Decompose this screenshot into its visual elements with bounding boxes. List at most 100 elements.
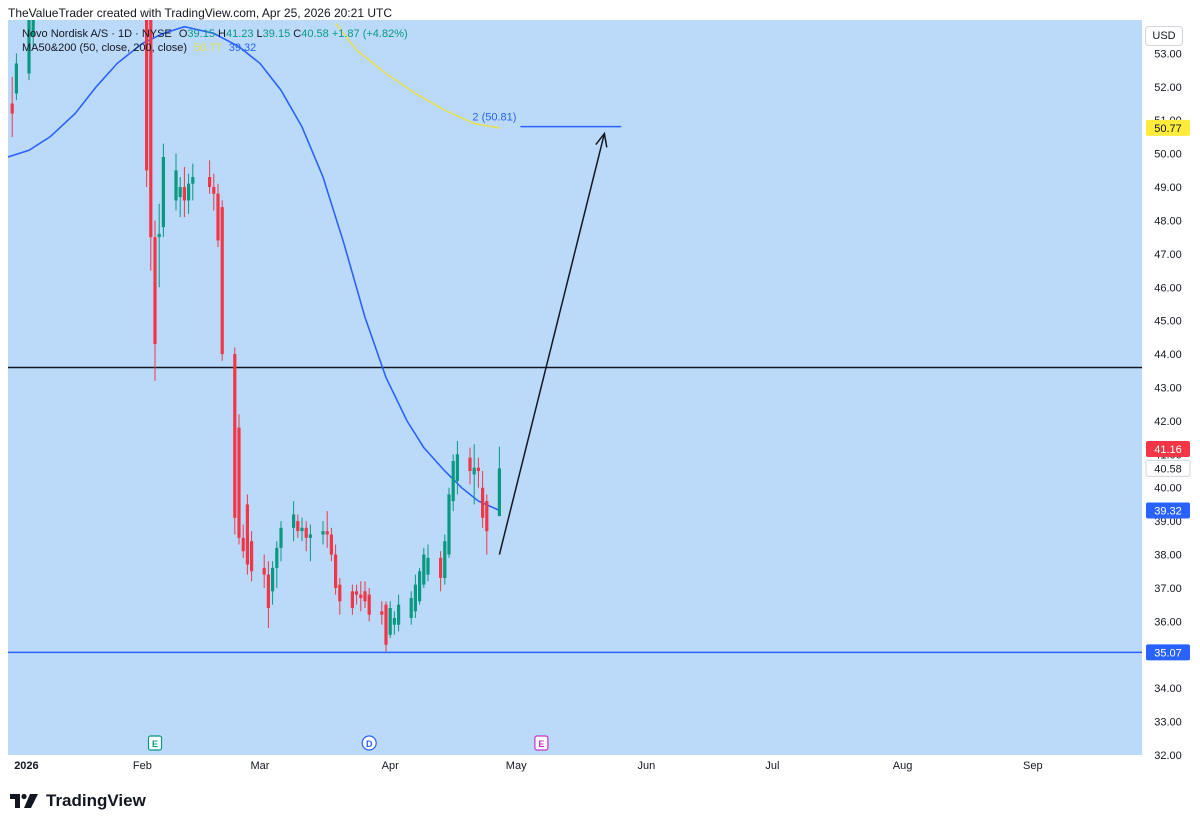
x-tick-label: Feb [133, 760, 152, 772]
candle-body [325, 531, 329, 535]
price-badge-box [1146, 440, 1190, 457]
y-tick-label: 47.00 [1154, 249, 1182, 261]
earnings-icon [534, 735, 549, 751]
price-chart[interactable]: 2 (50.81)EDE32.0033.0034.0035.0036.0037.… [8, 20, 1192, 780]
candle [497, 446, 501, 517]
candle [149, 20, 153, 271]
price-badge: 40.58 [1145, 459, 1191, 477]
candle-body [220, 207, 224, 355]
plot-area: 2 (50.81) E D E [8, 20, 1142, 751]
candle [245, 494, 249, 575]
legend-high: 41.23 [225, 28, 254, 40]
candle-body [481, 487, 485, 518]
footer-logo: TradingView [10, 790, 146, 812]
candle [304, 521, 308, 552]
candle [153, 220, 157, 381]
candle-body [233, 354, 237, 518]
legend-ohlc: Novo Nordisk A/S · 1D · NYSE O39.15 H41.… [22, 28, 408, 40]
candle [14, 53, 18, 101]
candle-body [363, 591, 367, 602]
candle [422, 547, 426, 588]
y-tick-label: 34.00 [1154, 683, 1182, 695]
x-tick-label: 2026 [14, 760, 38, 772]
x-tick-label: Aug [893, 760, 913, 772]
candle-body [241, 537, 245, 552]
price-badge-label: 50.77 [1154, 123, 1182, 135]
price-badge: 41.16 [1146, 440, 1190, 457]
candle [443, 534, 447, 585]
x-tick-label: Jun [638, 760, 656, 772]
price-badge-box [1146, 119, 1190, 136]
x-tick-label: Mar [251, 760, 270, 772]
y-tick-label: 45.00 [1154, 316, 1182, 328]
tradingview-logo-icon [10, 793, 38, 808]
candle [296, 514, 300, 538]
candle [191, 163, 195, 201]
candle-body [468, 457, 472, 472]
candle-body [14, 63, 18, 94]
candle-body [292, 514, 296, 528]
y-tick-label: 52.00 [1154, 82, 1182, 94]
y-tick-label: 43.00 [1154, 383, 1182, 395]
candle [271, 561, 275, 605]
candle [367, 587, 371, 622]
candle-body [178, 187, 182, 198]
candle-body [388, 608, 392, 635]
candle [418, 567, 422, 605]
candle [216, 183, 220, 248]
candle [208, 160, 212, 194]
price-badge-box [1146, 644, 1190, 661]
candle [451, 454, 455, 512]
candle [292, 501, 296, 542]
earnings-marker-icon: E [534, 735, 549, 751]
candle [174, 153, 178, 211]
target-label: 2 (50.81) [472, 112, 516, 124]
price-badge-label: 41.16 [1154, 444, 1182, 456]
candle-body [413, 584, 417, 612]
plot-background [8, 20, 1142, 755]
chart-frame[interactable]: 2 (50.81)EDE32.0033.0034.0035.0036.0037.… [8, 20, 1192, 780]
candle [233, 347, 237, 535]
currency-button[interactable]: USD [1145, 26, 1183, 46]
candle-body [329, 534, 333, 555]
candle-body [187, 183, 191, 201]
candle [363, 581, 367, 608]
candle [392, 611, 396, 635]
candle [241, 524, 245, 558]
candle [481, 471, 485, 528]
candle [468, 447, 472, 485]
legend-open: 39.15 [187, 28, 215, 40]
y-tick-label: 33.00 [1154, 717, 1182, 729]
candle-body [409, 597, 413, 619]
candle [279, 521, 283, 562]
candle [10, 76, 14, 137]
candle-body [485, 501, 489, 532]
price-badge-box [1146, 502, 1190, 519]
candle-body [208, 177, 212, 188]
legend-indicator: MA50&200 (50, close, 200, close) 50.77 3… [22, 42, 256, 54]
candle-body [279, 527, 283, 548]
candle-body [304, 527, 308, 538]
candle-body [182, 187, 186, 201]
candle-body [153, 237, 157, 345]
candle-body [338, 584, 342, 602]
y-tick-label: 32.00 [1154, 750, 1182, 762]
candle-body [271, 567, 275, 592]
header-credit: TheValueTrader created with TradingView.… [8, 6, 392, 20]
candle-body [212, 187, 216, 194]
candle [266, 561, 270, 629]
candle-body [350, 591, 354, 608]
candle [212, 173, 216, 211]
candle [334, 544, 338, 595]
y-tick-label: 39.00 [1154, 516, 1182, 528]
candle-body [216, 193, 220, 241]
candle-body [31, 20, 35, 37]
candle [485, 494, 489, 555]
candle [308, 524, 312, 562]
candle-body [418, 571, 422, 602]
candle [250, 531, 254, 582]
candle-body [367, 594, 371, 615]
candle-body [149, 20, 153, 238]
candle [426, 544, 430, 582]
dividend-marker-icon: D [361, 735, 377, 751]
